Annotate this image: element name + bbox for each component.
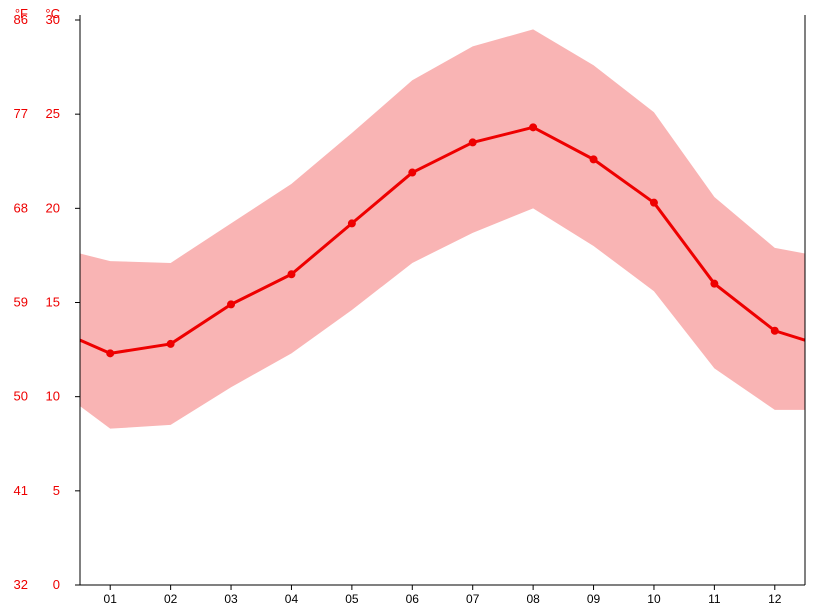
- data-point: [288, 271, 295, 278]
- data-point: [771, 327, 778, 334]
- x-tick-label: 03: [224, 592, 238, 606]
- x-tick-label: 12: [768, 592, 782, 606]
- data-point: [650, 199, 657, 206]
- x-tick-label: 07: [466, 592, 480, 606]
- axis-f-label: °F: [15, 6, 28, 21]
- x-tick-label: 05: [345, 592, 359, 606]
- data-point: [107, 350, 114, 357]
- data-point: [590, 156, 597, 163]
- y-tick-label-f: 41: [14, 483, 28, 498]
- x-tick-label: 01: [104, 592, 118, 606]
- y-tick-label-c: 20: [46, 200, 60, 215]
- temperature-band: [80, 29, 805, 428]
- x-tick-label: 06: [406, 592, 420, 606]
- y-tick-label-f: 77: [14, 106, 28, 121]
- data-point: [228, 301, 235, 308]
- x-tick-label: 02: [164, 592, 178, 606]
- y-tick-label-c: 15: [46, 295, 60, 310]
- x-tick-label: 08: [526, 592, 540, 606]
- y-tick-label-c: 0: [53, 577, 60, 592]
- y-tick-label-f: 68: [14, 200, 28, 215]
- x-tick-label: 09: [587, 592, 601, 606]
- x-tick-label: 11: [708, 592, 721, 606]
- y-tick-label-c: 10: [46, 389, 60, 404]
- data-point: [167, 340, 174, 347]
- y-tick-label-f: 32: [14, 577, 28, 592]
- data-point: [409, 169, 416, 176]
- y-tick-label-c: 25: [46, 106, 60, 121]
- data-point: [348, 220, 355, 227]
- y-tick-label-c: 5: [53, 483, 60, 498]
- data-point: [469, 139, 476, 146]
- y-tick-label-f: 50: [14, 389, 28, 404]
- data-point: [711, 280, 718, 287]
- axis-c-label: °C: [45, 6, 60, 21]
- data-point: [530, 124, 537, 131]
- chart-svg: 03254110501559206825773086°C°F0102030405…: [0, 0, 815, 611]
- temperature-chart: 03254110501559206825773086°C°F0102030405…: [0, 0, 815, 611]
- x-tick-label: 04: [285, 592, 299, 606]
- y-tick-label-f: 59: [14, 295, 28, 310]
- x-tick-label: 10: [647, 592, 661, 606]
